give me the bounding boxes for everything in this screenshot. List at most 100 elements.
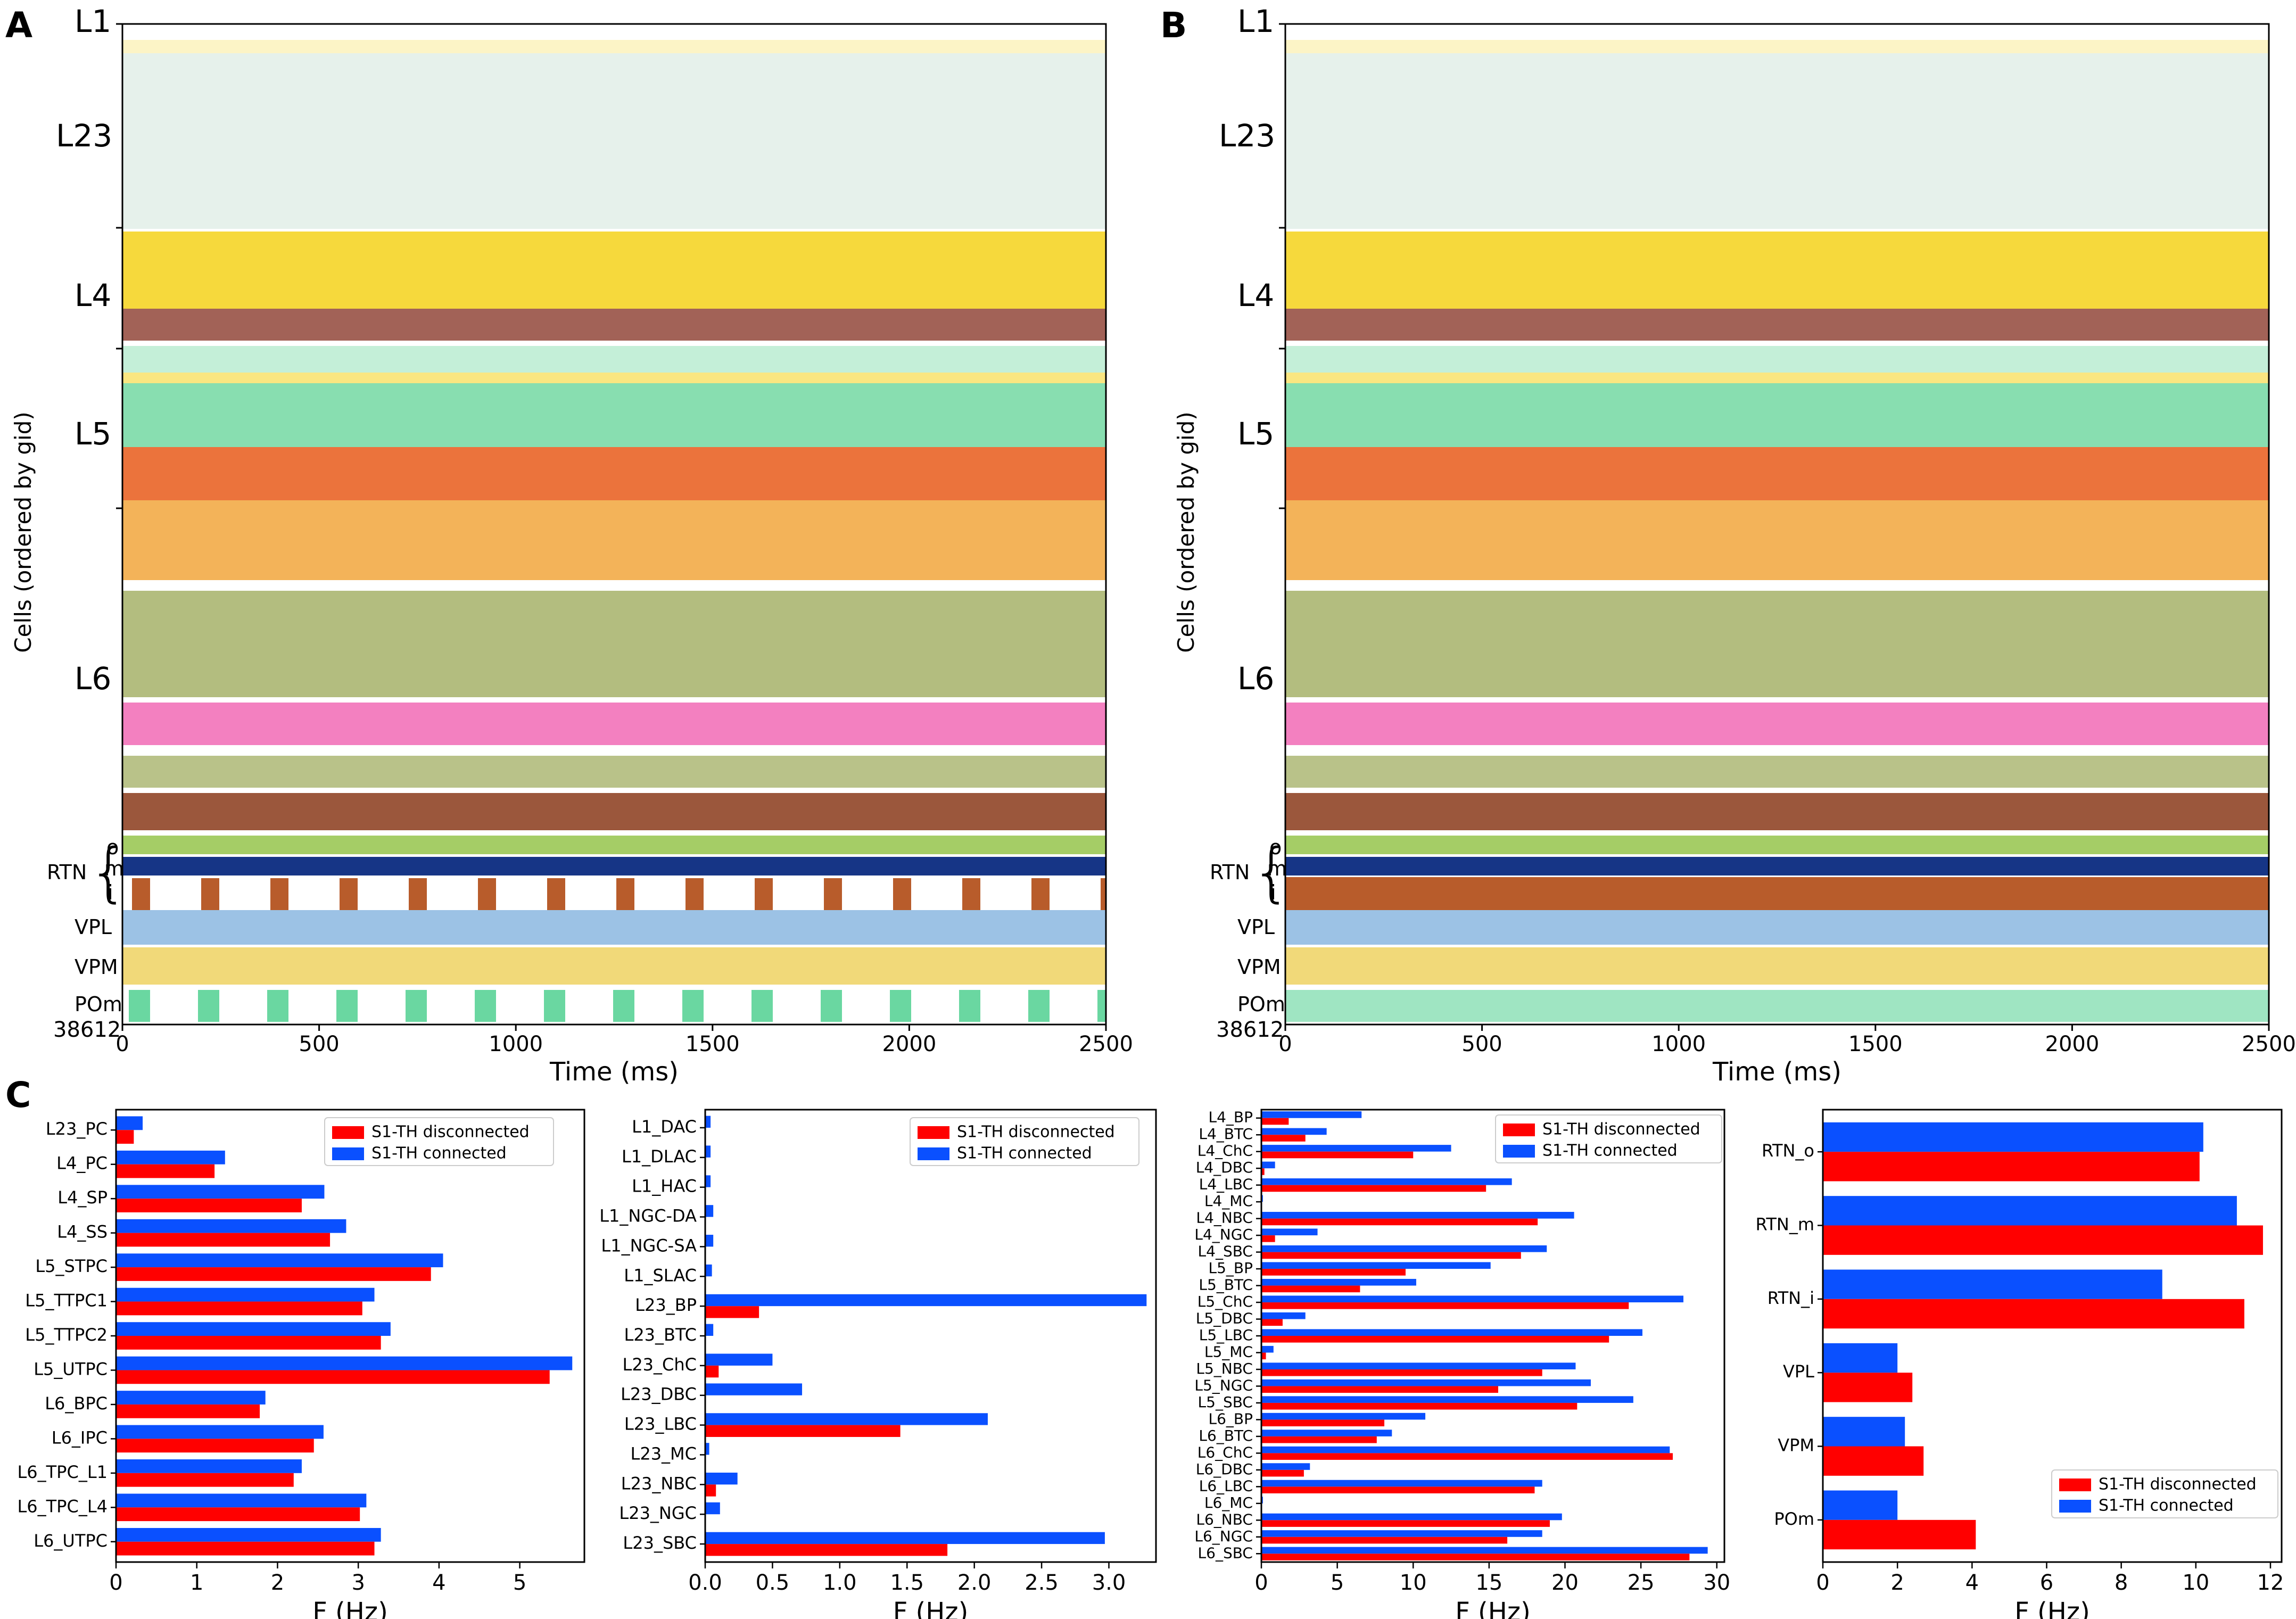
- category-label: L23_ChC: [622, 1354, 697, 1375]
- bar-connected: [705, 1324, 714, 1336]
- category-label: L6_LBC: [1199, 1477, 1253, 1494]
- bar-connected: [1823, 1490, 1898, 1520]
- raster-burst: [198, 990, 219, 1022]
- category-label: L1_SLAC: [624, 1265, 697, 1285]
- layer-label-l4: L4: [75, 277, 111, 313]
- category-label: RTN_i: [1768, 1288, 1814, 1308]
- bar-connected: [116, 1322, 391, 1336]
- bar-disconnected: [705, 1484, 716, 1497]
- bar-disconnected: [1261, 1520, 1550, 1527]
- raster-band: [1285, 703, 2269, 745]
- raster-band: [122, 346, 1106, 373]
- raster-burst: [616, 878, 634, 910]
- bar-connected: [705, 1413, 988, 1425]
- bar-connected: [705, 1383, 803, 1395]
- legend-label: S1-TH connected: [1542, 1142, 1678, 1160]
- bar-connected: [116, 1493, 367, 1508]
- layer-label-b-l6: L6: [1237, 660, 1274, 697]
- raster-band: [1285, 383, 2269, 447]
- x-tick-label: 20: [1551, 1571, 1579, 1595]
- category-label: L6_IPC: [52, 1427, 108, 1448]
- raster-band: [1285, 447, 2269, 500]
- x-tick-label: 5: [513, 1571, 526, 1595]
- category-label: L5_TTPC2: [25, 1325, 108, 1345]
- x-tick-label: 0: [115, 1032, 129, 1056]
- x-tick-label: 10: [1400, 1571, 1427, 1595]
- category-label: L5_TTPC1: [25, 1291, 108, 1311]
- raster-band: [122, 793, 1106, 830]
- bar-connected: [116, 1287, 375, 1302]
- bar-connected: [1261, 1379, 1591, 1386]
- category-label: L6_TPC_L4: [17, 1496, 108, 1516]
- bar-disconnected: [116, 1370, 550, 1384]
- bar-connected: [1823, 1122, 2203, 1152]
- bar-connected: [116, 1116, 143, 1130]
- x-tick-label: 12: [2257, 1571, 2284, 1595]
- legend-swatch: [2059, 1478, 2091, 1491]
- x-axis-label: F (Hz): [312, 1597, 388, 1619]
- category-label: L23_PC: [46, 1119, 108, 1139]
- x-tick-label: 0.0: [688, 1571, 722, 1595]
- x-tick-label: 2: [1890, 1571, 1904, 1595]
- bar-connected: [1261, 1345, 1274, 1353]
- raster-burst: [340, 878, 358, 910]
- legend-box: [2051, 1469, 2278, 1518]
- raster-plot-a: Cells (ordered by gid) L1 L23 L4 L5 L6 R…: [10, 3, 1133, 1087]
- raster-band: [122, 756, 1106, 788]
- panel-letter-c: C: [5, 1075, 31, 1116]
- category-label: L6_MC: [1204, 1494, 1253, 1511]
- raster-bands-b: [1285, 40, 2269, 1022]
- bar-disconnected: [116, 1507, 360, 1522]
- category-label: L23_MC: [631, 1443, 697, 1464]
- bar-connected: [116, 1425, 324, 1439]
- category-label: L4_PC: [56, 1153, 108, 1174]
- raster-band: [122, 232, 1106, 309]
- layer-label-b-l23: L23: [1219, 118, 1275, 154]
- x-tick-label: 0: [1278, 1032, 1292, 1056]
- raster-band: [122, 857, 1106, 875]
- bar-connected: [705, 1443, 709, 1455]
- bar-connected: [1823, 1269, 2162, 1299]
- raster-band: [1285, 793, 2269, 830]
- raster-band: [122, 373, 1106, 383]
- raster-band: [1285, 373, 2269, 383]
- bar-disconnected: [705, 1306, 759, 1318]
- legend-label: S1-TH connected: [2099, 1497, 2234, 1515]
- x-tick-label: 3: [351, 1571, 365, 1595]
- bar-connected: [705, 1175, 711, 1187]
- bar-chart-l1-l23-interneurons: L1_DAC L1_DLAC L1_HAC L1_NGC-DA L1_NGC-SA L1_…: [599, 1109, 1157, 1619]
- x-tick-label: 25: [1628, 1571, 1655, 1595]
- layer-tick-marks-b: [1279, 23, 1285, 509]
- category-label: L4_ChC: [1197, 1142, 1253, 1160]
- x-tick-label: 1500: [686, 1032, 740, 1056]
- bar-disconnected: [705, 1425, 901, 1437]
- bar-connected: [1261, 1145, 1451, 1152]
- raster-band: [1285, 53, 2269, 229]
- bar-disconnected: [116, 1130, 134, 1144]
- category-label: L23_BTC: [624, 1325, 697, 1345]
- x-tick-label: 1000: [1651, 1032, 1706, 1056]
- bar-connected: [1261, 1128, 1327, 1135]
- bar-disconnected: [1261, 1235, 1275, 1242]
- raster-band: [122, 383, 1106, 447]
- rtn-label-a: RTN: [47, 861, 87, 884]
- category-label: L6_BTC: [1199, 1427, 1253, 1444]
- category-label: L4_LBC: [1199, 1176, 1253, 1193]
- category-label: L4_SBC: [1198, 1243, 1253, 1260]
- legend-label: S1-TH disconnected: [957, 1123, 1115, 1142]
- raster-burst: [547, 878, 565, 910]
- bar-connected: [705, 1145, 711, 1158]
- bar-disconnected: [116, 1164, 215, 1178]
- x-tick-label: 0: [1254, 1571, 1268, 1595]
- legend-swatch: [918, 1147, 949, 1160]
- category-label: L6_NBC: [1196, 1510, 1253, 1528]
- x-tick-label: 30: [1703, 1571, 1730, 1595]
- bar-disconnected: [116, 1404, 260, 1418]
- bar-connected: [1261, 1396, 1633, 1403]
- legend-box: [324, 1117, 554, 1166]
- x-axis-label: F (Hz): [1455, 1597, 1531, 1619]
- plot-frame: [115, 1109, 585, 1563]
- legend-label: S1-TH connected: [957, 1144, 1092, 1163]
- category-label: L6_UTPC: [34, 1531, 108, 1551]
- raster-burst: [1097, 990, 1106, 1022]
